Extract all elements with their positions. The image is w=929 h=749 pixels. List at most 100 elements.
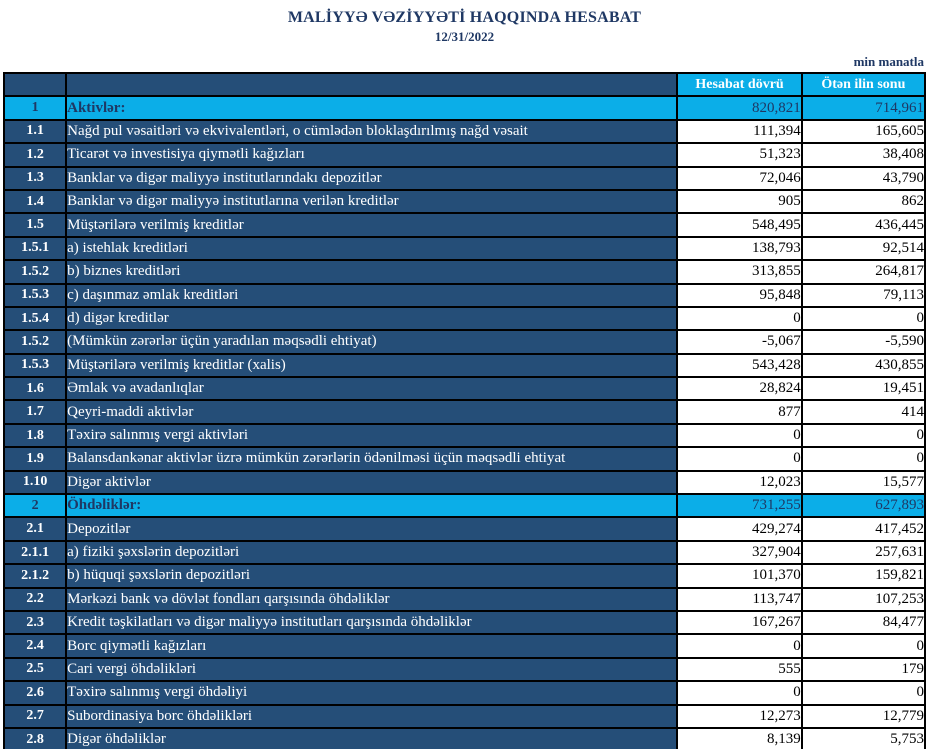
value-current-cell: 111,394 [676, 118, 803, 145]
value-previous-cell: 430,855 [800, 352, 927, 379]
value-previous-cell: 627,893 [800, 493, 927, 519]
value-previous-cell: 862 [800, 188, 927, 215]
table-row: 1.5.2 b) biznes kreditləri 313,855 264,817 [2, 259, 927, 285]
value-previous-cell: 92,514 [800, 235, 927, 262]
value-previous-cell: 165,605 [800, 118, 927, 145]
row-label-cell: Təxirə salınmış vergi öhdəliyi [65, 680, 679, 706]
row-number-cell: 2.1.1 [2, 539, 68, 566]
value-current-cell: 0 [676, 633, 803, 659]
row-label-cell: Öhdəliklər: [65, 493, 679, 519]
value-current-cell: 877 [676, 399, 803, 425]
value-previous-cell: 436,445 [800, 212, 927, 238]
row-number-cell: 1.9 [2, 446, 68, 472]
value-previous-cell: 84,477 [800, 609, 927, 636]
value-previous-cell: 0 [800, 446, 927, 472]
table-row: 1.5.2 (Mümkün zərərlər üçün yaradılan məq… [2, 329, 927, 355]
row-number-cell: 2.7 [2, 703, 68, 729]
table-row: 1.10 Digər aktivlər 12,023 15,577 [2, 469, 927, 496]
value-current-cell: 0 [676, 305, 803, 332]
section-row: 1 Aktivlər: 820,821 714,961 [2, 95, 927, 121]
row-label-cell: Borc qiymətli kağızları [65, 633, 679, 659]
row-label-cell: Banklar və digər maliyyə institutlarında… [65, 165, 679, 191]
row-number-cell: 2.4 [2, 633, 68, 659]
row-number-cell: 1 [2, 95, 68, 121]
value-previous-cell: 417,452 [800, 516, 927, 542]
financial-statement-table: Hesabat dövrü Ötən ilin sonu 1 Aktivlər: 8… [2, 71, 927, 749]
table-row: 2.5 Cari vergi öhdəlikləri 555 179 [2, 656, 927, 683]
row-number-cell: 1.8 [2, 422, 68, 449]
row-label-cell: Mərkəzi bank və dövlət fondları qarşısın… [65, 586, 679, 613]
row-number-cell: 2.3 [2, 609, 68, 636]
value-current-cell: 138,793 [676, 235, 803, 262]
row-number-cell: 2.5 [2, 656, 68, 683]
table-header-row: Hesabat dövrü Ötən ilin sonu [2, 71, 927, 98]
value-current-cell: 8,139 [676, 726, 803, 749]
row-label-cell: Qeyri-maddi aktivlər [65, 399, 679, 425]
column-header-current-period: Hesabat dövrü [676, 71, 803, 98]
row-number-cell: 2.8 [2, 726, 68, 749]
table-row: 1.9 Balansdankənar aktivlər üzrə mümkün z… [2, 446, 927, 472]
value-current-cell: 167,267 [676, 609, 803, 636]
row-label-cell: a) fiziki şəxslərin depozitləri [65, 539, 679, 566]
table-row: 1.5.3 Müştərilərə verilmiş kreditlər (xal… [2, 352, 927, 379]
row-number-cell: 1.5.3 [2, 282, 68, 308]
row-label-cell: Təxirə salınmış vergi aktivləri [65, 422, 679, 449]
row-label-cell: Subordinasiya borc öhdəlikləri [65, 703, 679, 729]
table-row: 1.4 Banklar və digər maliyyə institutları… [2, 188, 927, 215]
row-label-cell: Nağd pul vəsaitləri və ekvivalentləri, o… [65, 118, 679, 145]
row-number-cell: 2 [2, 493, 68, 519]
value-current-cell: 113,747 [676, 586, 803, 613]
column-header-previous-year-end: Ötən ilin sonu [800, 71, 927, 98]
value-current-cell: 0 [676, 446, 803, 472]
row-label-cell: Banklar və digər maliyyə institutlarına … [65, 188, 679, 215]
row-number-cell: 1.4 [2, 188, 68, 215]
row-number-cell: 1.5 [2, 212, 68, 238]
table-row: 2.1 Depozitlər 429,274 417,452 [2, 516, 927, 542]
value-current-cell: 101,370 [676, 563, 803, 589]
row-label-cell: Aktivlər: [65, 95, 679, 121]
value-previous-cell: 179 [800, 656, 927, 683]
row-label-cell: Digər aktivlər [65, 469, 679, 496]
report-date: 12/31/2022 [434, 29, 495, 44]
value-previous-cell: 257,631 [800, 539, 927, 566]
row-number-cell: 1.5.2 [2, 329, 68, 355]
value-current-cell: 820,821 [676, 95, 803, 121]
value-previous-cell: 159,821 [800, 563, 927, 589]
table-row: 2.8 Digər öhdəliklər 8,139 5,753 [2, 726, 927, 749]
value-current-cell: 731,255 [676, 493, 803, 519]
table-row: 2.1.2 b) hüquqi şəxslərin depozitləri 101,… [2, 563, 927, 589]
row-label-cell: Əmlak və avadanlıqlar [65, 376, 679, 402]
value-previous-cell: 0 [800, 305, 927, 332]
table-row: 2.4 Borc qiymətli kağızları 0 0 [2, 633, 927, 659]
row-number-cell: 1.5.4 [2, 305, 68, 332]
row-label-cell: Kredit təşkilatları və digər maliyyə ins… [65, 609, 679, 636]
row-number-cell: 2.1.2 [2, 563, 68, 589]
value-previous-cell: 79,113 [800, 282, 927, 308]
row-label-cell: (Mümkün zərərlər üçün yaradılan məqsədli… [65, 329, 679, 355]
value-previous-cell: 5,753 [800, 726, 927, 749]
value-current-cell: 28,824 [676, 376, 803, 402]
value-current-cell: 51,323 [676, 142, 803, 168]
section-row: 2 Öhdəliklər: 731,255 627,893 [2, 493, 927, 519]
table-row: 2.2 Mərkəzi bank və dövlət fondları qarşı… [2, 586, 927, 613]
table-row: 1.5.1 a) istehlak kreditləri 138,793 92,514 [2, 235, 927, 262]
row-label-cell: Cari vergi öhdəlikləri [65, 656, 679, 683]
value-current-cell: 72,046 [676, 165, 803, 191]
row-number-cell: 1.7 [2, 399, 68, 425]
value-current-cell: 429,274 [676, 516, 803, 542]
value-previous-cell: 12,779 [800, 703, 927, 729]
row-number-cell: 2.1 [2, 516, 68, 542]
row-label-cell: b) hüquqi şəxslərin depozitləri [65, 563, 679, 589]
value-previous-cell: 19,451 [800, 376, 927, 402]
value-current-cell: 905 [676, 188, 803, 215]
value-previous-cell: 714,961 [800, 95, 927, 121]
value-previous-cell: 414 [800, 399, 927, 425]
table-row: 1.5 Müştərilərə verilmiş kreditlər 548,495… [2, 212, 927, 238]
value-current-cell: -5,067 [676, 329, 803, 355]
table-row: 2.1.1 a) fiziki şəxslərin depozitləri 327,… [2, 539, 927, 566]
row-number-cell: 1.1 [2, 118, 68, 145]
row-label-cell: Depozitlər [65, 516, 679, 542]
table-row: 1.5.4 d) digər kreditlər 0 0 [2, 305, 927, 332]
row-label-cell: Balansdankənar aktivlər üzrə mümkün zərə… [65, 446, 679, 472]
row-label-cell: c) daşınmaz əmlak kreditləri [65, 282, 679, 308]
